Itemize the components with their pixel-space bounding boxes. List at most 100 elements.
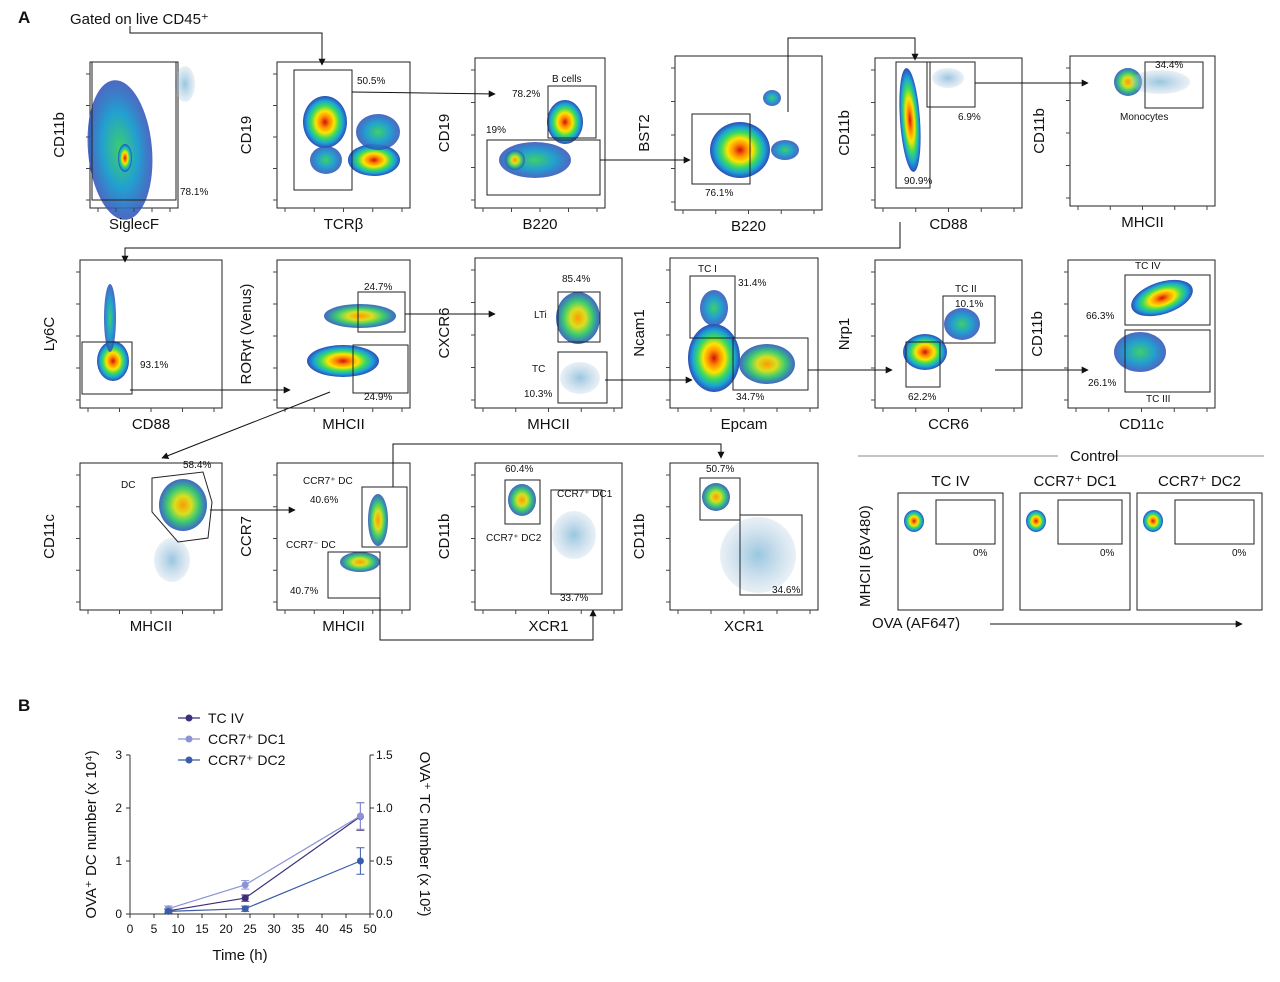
y-right-tick-label: 1.0 (376, 801, 393, 815)
gate-rect (557, 351, 608, 404)
x-tick-label: 5 (151, 922, 158, 936)
x-axis-label: MHCII (322, 416, 365, 433)
density-contour (340, 552, 380, 572)
y-axis-label: CD11b (436, 514, 453, 560)
gate-rect (486, 139, 601, 196)
density-contour (97, 341, 129, 381)
gate-rect (691, 113, 751, 185)
legend-marker (185, 714, 193, 722)
control-title: Control (1070, 448, 1118, 465)
series-line (168, 860, 361, 912)
y-tick-label: 2 (115, 801, 122, 815)
gate-percent: 34.7% (736, 392, 764, 403)
y-axis-right-label: OVA⁺ TC number (x 10²) (416, 752, 433, 917)
x-axis-label: B220 (522, 216, 557, 233)
gate-rect (732, 337, 809, 391)
density-contour (700, 290, 728, 326)
density-contour (899, 68, 921, 172)
gate-rect (550, 489, 603, 595)
gate-rect (935, 499, 996, 545)
control-x-label: OVA (AF647) (872, 615, 960, 632)
gate-percent: 10.3% (524, 389, 552, 400)
gate-rect (942, 295, 996, 344)
series-2 (164, 847, 365, 915)
legend-marker (185, 756, 193, 764)
density-contour (154, 538, 190, 582)
density-contour (356, 114, 400, 150)
flow-plot-p4: 76.1% B220 BST2 (636, 55, 823, 235)
y-tick-label: 1 (115, 854, 122, 868)
density-contour (368, 494, 388, 546)
y-right-tick-label: 0.5 (376, 854, 393, 868)
y-axis-label: Ly6C (41, 317, 58, 352)
density-contour (710, 122, 770, 178)
gate-label: CCR7⁺ DC2 (486, 533, 542, 544)
x-axis-label: MHCII (130, 618, 173, 635)
density-contour (175, 66, 195, 102)
density-contour (1026, 510, 1046, 532)
gate-percent: 19% (486, 125, 506, 136)
flow-plot-p3: 78.2% B cells 19% B220 CD19 (436, 57, 606, 233)
density-contour (104, 284, 116, 352)
y-axis-label: CD11b (1029, 311, 1046, 357)
gate-percent: 6.9% (958, 112, 981, 123)
x-axis-label: SiglecF (109, 216, 159, 233)
control-panel-title: CCR7⁺ DC2 (1158, 473, 1241, 490)
gate-percent: 40.6% (310, 495, 338, 506)
gate-rect (895, 61, 931, 189)
gate-percent: 0% (1232, 548, 1247, 559)
gate-percent: 31.4% (738, 278, 766, 289)
gate-percent: 10.1% (955, 299, 983, 310)
x-tick-label: 50 (363, 922, 377, 936)
series-1 (164, 802, 365, 913)
x-tick-label: 20 (219, 922, 233, 936)
y-axis-label: CD11c (41, 514, 58, 559)
y-axis-label: OVA⁺ DC number (x 10⁴) (83, 750, 100, 918)
density-contour (552, 511, 596, 559)
gate-rect (504, 479, 541, 525)
gate-rect (1124, 274, 1211, 326)
gate-label: CCR7⁻ DC (286, 540, 336, 551)
series-line (168, 815, 361, 910)
x-tick-label: 40 (315, 922, 329, 936)
control-panel-title: TC IV (931, 473, 969, 490)
gate-percent: 66.3% (1086, 311, 1114, 322)
flow-plots: 78.1% SiglecF CD11b 50.5% TCRβ CD19 78.2% B cel… (41, 55, 1216, 635)
gate-percent: 76.1% (705, 188, 733, 199)
y-axis-label: CD11b (631, 514, 648, 560)
gate-rect (557, 291, 601, 343)
legend-label: TC IV (208, 710, 244, 726)
flow-plot-p16: 50.7% 34.6% XCR1 CD11b (631, 462, 819, 635)
x-tick-label: 30 (267, 922, 281, 936)
flow-plot-p13: 58.4% DC MHCII CD11c (41, 460, 223, 635)
y-axis-label: CD11b (836, 110, 853, 156)
x-axis-label: CD88 (132, 416, 170, 433)
density-contour (118, 144, 132, 172)
gate-percent: 90.9% (904, 176, 932, 187)
gate-rect (1057, 499, 1123, 545)
plot-frame (474, 57, 606, 209)
density-contour (348, 144, 400, 176)
density-contour (720, 517, 796, 593)
gate-percent: 0% (1100, 548, 1115, 559)
gate-label: LTi (534, 310, 547, 321)
density-contour (310, 146, 342, 174)
gate-rect (739, 514, 803, 596)
gate-label: TC II (955, 284, 977, 295)
x-axis-label: XCR1 (528, 618, 568, 635)
gate-rect (926, 61, 976, 108)
panel-b-chart: 0 5 10 15 20 25 30 35 40 45 50 0 1 2 3 0.0 0.5 1.0 1.5 Time… (83, 710, 433, 964)
gate-rect (357, 291, 406, 333)
plot-frame (474, 462, 623, 611)
x-axis-label: MHCII (527, 416, 570, 433)
gate-percent: 62.2% (908, 392, 936, 403)
chart-legend: TC IV CCR7⁺ DC1 CCR7⁺ DC2 (178, 710, 286, 768)
y-axis-label: CCR7 (238, 516, 255, 557)
control-panel: CCR7⁺ DC2 0% (1136, 473, 1263, 611)
density-contour (739, 344, 795, 384)
data-point (164, 907, 172, 915)
control-panel: TC IV 0% (897, 473, 1004, 611)
data-point (356, 812, 364, 820)
y-tick-label: 3 (115, 748, 122, 762)
gate-percent: 24.7% (364, 282, 392, 293)
